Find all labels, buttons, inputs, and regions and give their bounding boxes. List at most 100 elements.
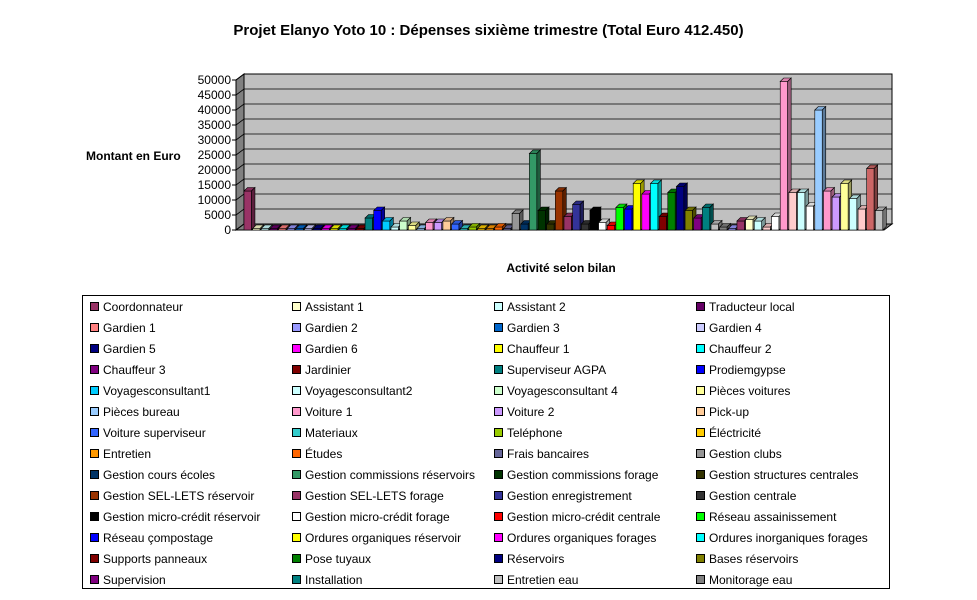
bar-front bbox=[823, 190, 832, 231]
legend-item: Pièces voitures bbox=[692, 383, 790, 399]
legend-swatch bbox=[696, 491, 705, 501]
legend-swatch bbox=[494, 302, 503, 312]
legend-swatch bbox=[90, 386, 99, 396]
bar-side bbox=[882, 206, 887, 231]
bar bbox=[243, 186, 256, 231]
legend-item: Gardien 4 bbox=[692, 320, 762, 336]
legend-label: Gestion centrale bbox=[709, 489, 797, 503]
legend-item: Gardien 1 bbox=[86, 320, 156, 336]
bar bbox=[468, 222, 481, 231]
legend-item: Monitorage eau bbox=[692, 572, 792, 588]
bar-front bbox=[805, 205, 814, 231]
legend-item: Voiture 2 bbox=[490, 404, 554, 420]
legend-label: Gardien 1 bbox=[103, 321, 156, 335]
legend-item: Gestion micro-crédit forage bbox=[288, 509, 450, 525]
legend-swatch bbox=[90, 554, 99, 564]
legend-swatch bbox=[696, 386, 705, 396]
bar-front bbox=[598, 222, 607, 231]
gridline bbox=[235, 118, 892, 126]
legend-label: Entretien eau bbox=[507, 573, 579, 587]
bar-front bbox=[788, 192, 797, 231]
legend-label: Gestion SEL-LETS réservoir bbox=[103, 489, 255, 503]
legend-item: Assistant 1 bbox=[288, 299, 364, 315]
bar-front bbox=[658, 216, 667, 231]
bar-front bbox=[736, 220, 745, 231]
legend-label: Assistant 2 bbox=[507, 300, 566, 314]
legend-item: Gestion commissions réservoirs bbox=[288, 467, 475, 483]
bar-front bbox=[390, 226, 399, 231]
legend-label: Traducteur local bbox=[709, 300, 795, 314]
bar-front bbox=[762, 226, 771, 231]
legend-label: Gardien 6 bbox=[305, 342, 358, 356]
legend-item: Gestion structures centrales bbox=[692, 467, 858, 483]
legend-label: Gestion cours écoles bbox=[103, 468, 216, 482]
legend-swatch bbox=[292, 554, 301, 564]
legend-label: Gardien 2 bbox=[305, 321, 358, 335]
legend-label: Réseau çompostage bbox=[103, 531, 214, 545]
legend-label: Ordures organiques réservoir bbox=[305, 531, 462, 545]
legend-label: Voiture 1 bbox=[305, 405, 353, 419]
bar-front bbox=[719, 226, 728, 231]
plot-area: 0500010000150002000025000300003500040000… bbox=[198, 73, 894, 237]
bar-front bbox=[373, 210, 382, 231]
legend-swatch bbox=[696, 533, 705, 543]
legend-item: Ordures organiques réservoir bbox=[288, 530, 461, 546]
legend-item: Assistant 2 bbox=[490, 299, 566, 315]
legend-swatch bbox=[90, 491, 99, 501]
bar-front bbox=[494, 226, 503, 231]
bar bbox=[615, 203, 628, 231]
bar bbox=[407, 221, 420, 231]
legend-item: Coordonnateur bbox=[86, 299, 183, 315]
legend-swatch bbox=[696, 512, 705, 522]
bar-front bbox=[382, 220, 391, 231]
bar bbox=[295, 224, 308, 231]
legend-label: Gestion commissions réservoirs bbox=[305, 468, 476, 482]
legend-item: Bases réservoirs bbox=[692, 551, 798, 567]
legend-label: Voyagesconsultant1 bbox=[103, 384, 211, 398]
bar bbox=[450, 219, 464, 231]
legend-item: Pose tuyaux bbox=[288, 551, 371, 567]
y-tick-label: 30000 bbox=[198, 133, 232, 147]
legend-item: Supervision bbox=[86, 572, 166, 588]
legend-label: Réservoirs bbox=[507, 552, 565, 566]
legend-label: Bases réservoirs bbox=[709, 552, 799, 566]
legend-swatch bbox=[292, 428, 301, 438]
legend-label: Études bbox=[305, 447, 343, 461]
legend-item: Voyagesconsultant 4 bbox=[490, 383, 618, 399]
legend-swatch bbox=[494, 512, 503, 522]
bar-side bbox=[251, 186, 256, 231]
bar-front bbox=[693, 217, 702, 231]
legend-swatch bbox=[696, 407, 705, 417]
legend-swatch bbox=[90, 344, 99, 354]
legend-swatch bbox=[90, 470, 99, 480]
legend-swatch bbox=[696, 365, 705, 375]
legend-label: Pièces voitures bbox=[709, 384, 791, 398]
legend-swatch bbox=[696, 575, 705, 585]
legend-label: Installation bbox=[305, 573, 363, 587]
legend-item: Gestion enregistrement bbox=[490, 488, 632, 504]
bar bbox=[260, 224, 273, 231]
legend-swatch bbox=[292, 470, 301, 480]
bar-front bbox=[710, 223, 719, 231]
legend-label: Gardien 4 bbox=[709, 321, 762, 335]
legend-item: Voyagesconsultant1 bbox=[86, 383, 210, 399]
legend-label: Éléctricité bbox=[709, 426, 762, 440]
legend-swatch bbox=[494, 428, 503, 438]
bar bbox=[589, 206, 602, 231]
gridline bbox=[235, 103, 892, 111]
legend-swatch bbox=[292, 323, 301, 333]
bar-front bbox=[433, 222, 443, 231]
legend-label: Gestion clubs bbox=[709, 447, 782, 461]
legend-swatch bbox=[90, 323, 99, 333]
legend-item: Voiture superviseur bbox=[86, 425, 206, 441]
legend-item: Gestion SEL-LETS forage bbox=[288, 488, 444, 504]
legend-swatch bbox=[696, 470, 705, 480]
bar-front bbox=[520, 223, 529, 231]
y-tick-label: 15000 bbox=[198, 178, 232, 192]
gridline bbox=[235, 133, 892, 141]
y-tick-label: 25000 bbox=[198, 148, 232, 162]
legend-swatch bbox=[90, 407, 99, 417]
gridline bbox=[235, 88, 892, 96]
bar bbox=[329, 224, 343, 231]
legend-item: Réseau çompostage bbox=[86, 530, 213, 546]
